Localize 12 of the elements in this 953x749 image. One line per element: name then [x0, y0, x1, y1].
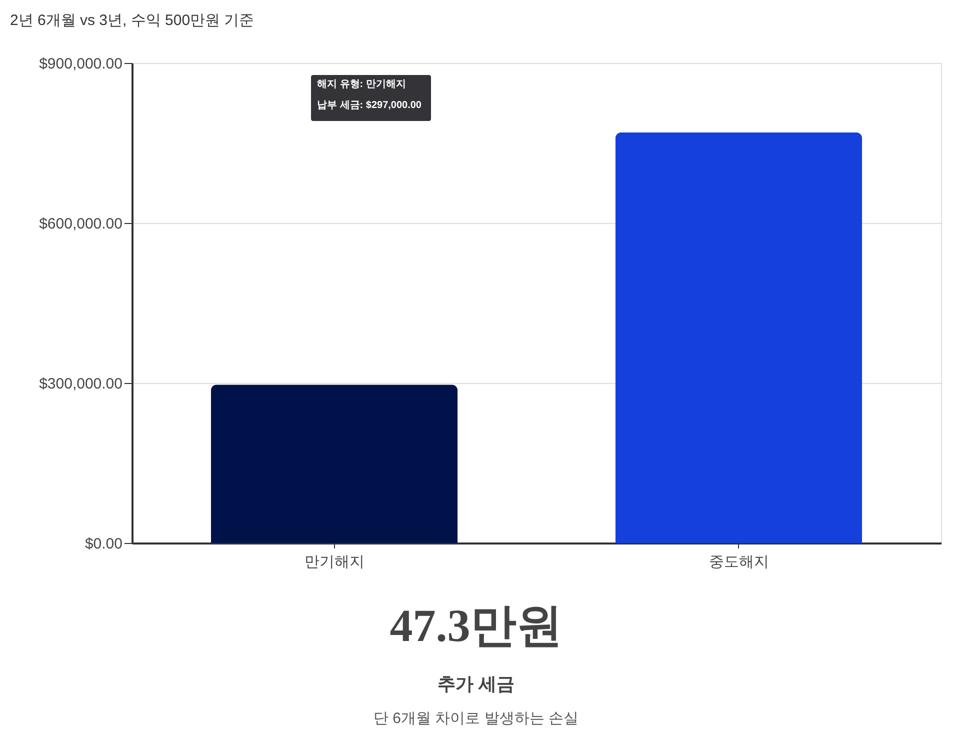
y-tick-label: $900,000.00 [39, 56, 122, 72]
y-tick-label: $0.00 [84, 536, 122, 552]
text: 단 6개월 차이로 발생하는 손실 [373, 710, 579, 727]
text: 47.3만원 [390, 600, 562, 651]
annotation: 해지 유형: 만기해지 [317, 79, 406, 90]
x-tick-label: 중도해지 [708, 554, 769, 570]
text: 추가 세금 [437, 674, 515, 694]
y-tick-label: $600,000.00 [39, 216, 122, 232]
y-tick-label: $300,000.00 [39, 376, 122, 392]
x-tick-label: 만기해지 [304, 554, 364, 570]
chart-title: 2년 6개월 vs 3년, 수익 500만원 기준 [10, 12, 254, 29]
annotation: 납부 세금: $297,000.00 [317, 100, 422, 111]
